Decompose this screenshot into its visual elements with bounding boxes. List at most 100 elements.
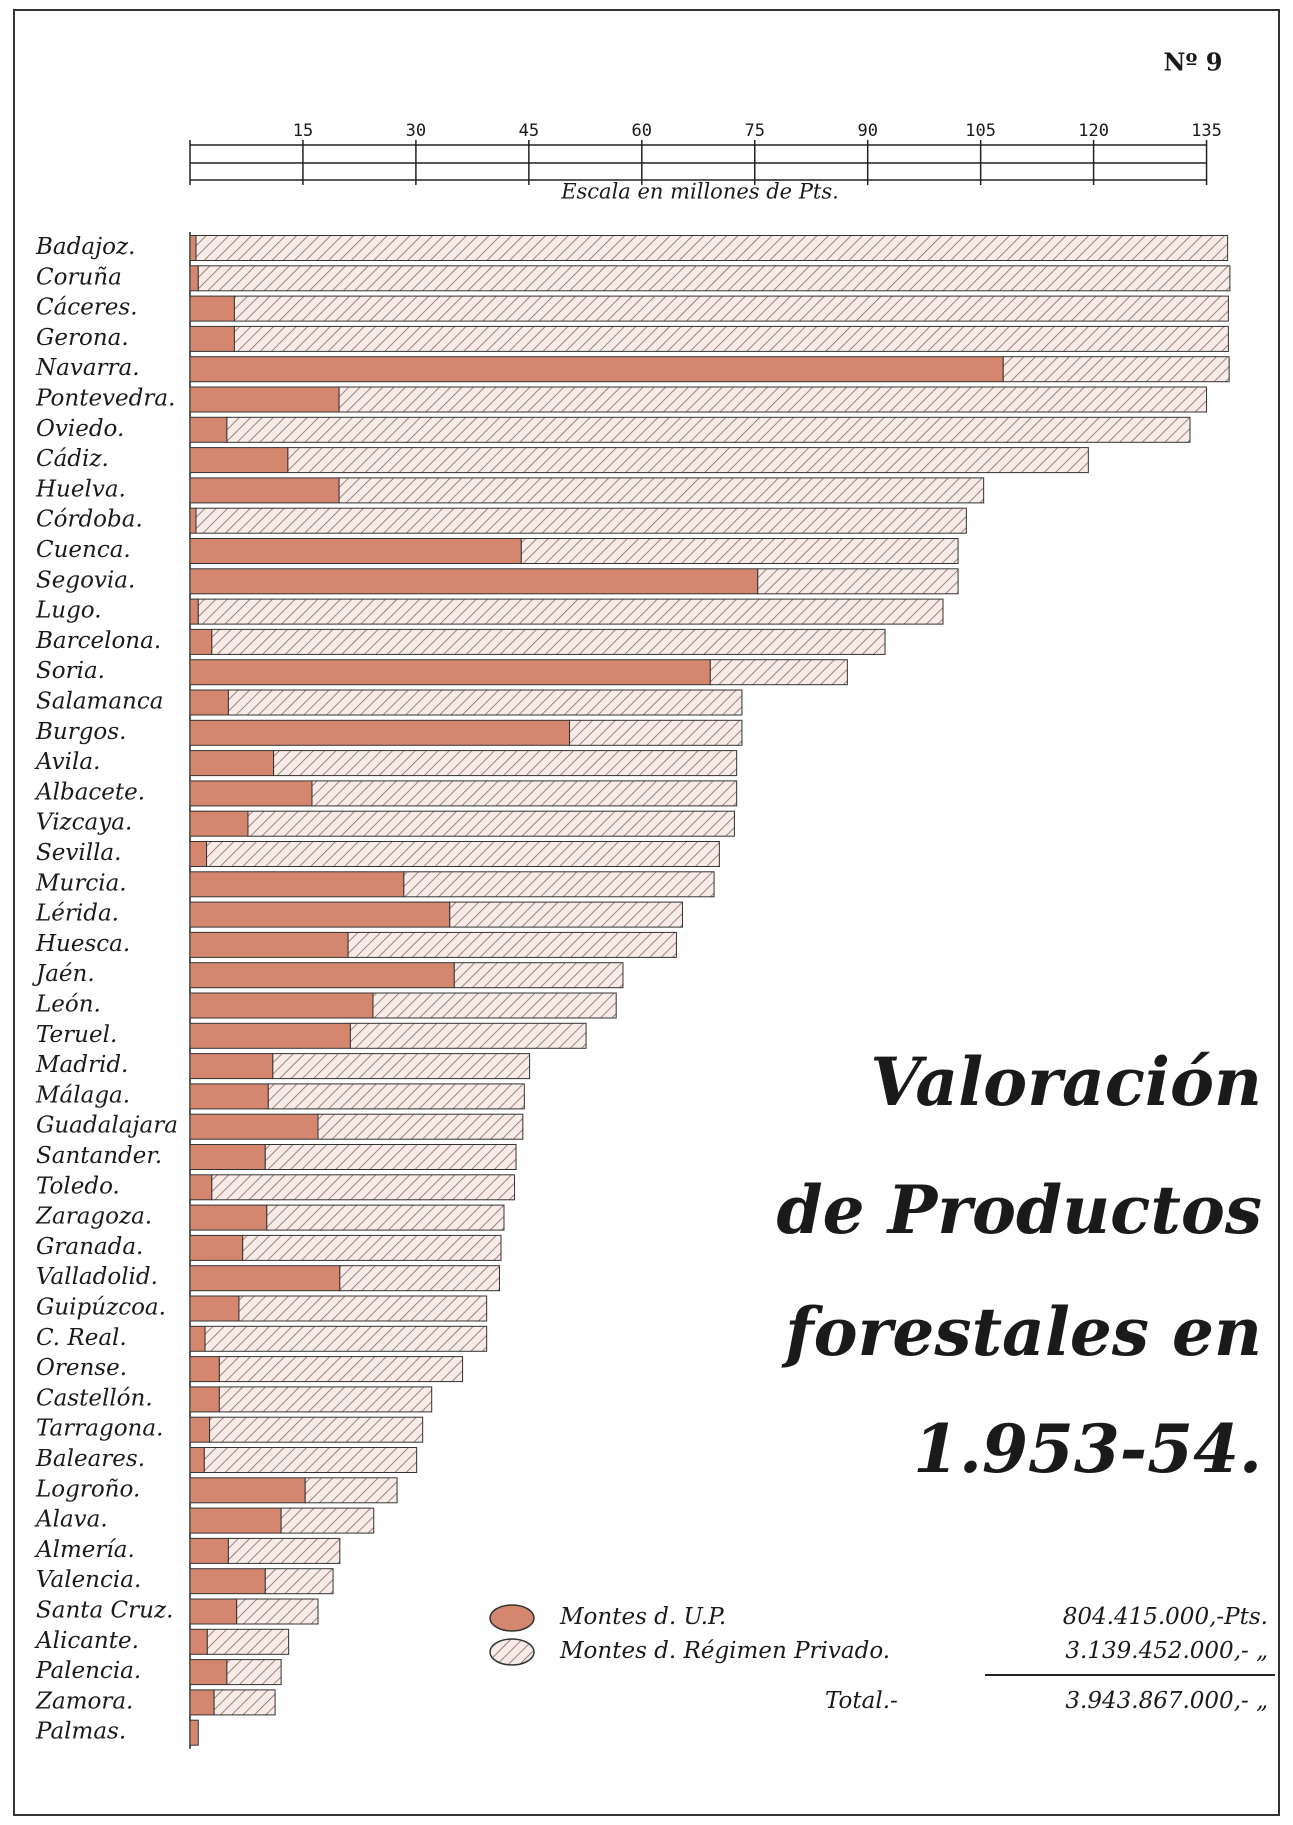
bar-segment — [311, 780, 738, 807]
category-label: Cáceres. — [36, 295, 138, 321]
plate-number: Nº 9 — [1164, 48, 1223, 77]
bar-segment — [189, 1053, 274, 1080]
bar-segment — [189, 477, 340, 504]
bar-segment — [242, 1234, 502, 1261]
bar-segment — [189, 325, 235, 352]
legend-label: Montes d. U.P. — [559, 1604, 726, 1630]
category-label: Barcelona. — [35, 628, 161, 654]
bar-segment — [189, 719, 571, 746]
category-label: León. — [35, 992, 101, 1018]
bar-segment — [189, 871, 405, 898]
bar-segment — [189, 507, 197, 534]
category-label: Palencia. — [35, 1658, 141, 1684]
bar-segment — [189, 447, 289, 474]
bar-segment — [449, 901, 683, 928]
bar-segment — [569, 719, 743, 746]
category-label: Huesca. — [35, 931, 130, 957]
bar-segment — [206, 1628, 290, 1655]
category-label: Navarra. — [35, 355, 140, 381]
bar-segment — [189, 1507, 282, 1534]
category-label: Zamora. — [35, 1688, 133, 1714]
bar-segment — [266, 1204, 505, 1231]
bar-segment — [189, 901, 451, 928]
title-line: de Productos — [776, 1171, 1262, 1249]
bar-segment — [709, 659, 848, 686]
title-line: Valoración — [870, 1043, 1262, 1121]
category-label: Albacete. — [34, 779, 145, 805]
x-tick-label: 45 — [519, 121, 539, 141]
bar-segment — [189, 1144, 266, 1170]
bar-segment — [189, 568, 759, 595]
category-label: C. Real. — [36, 1325, 127, 1351]
x-tick-label: 15 — [293, 121, 313, 141]
bar-segment — [226, 416, 1191, 443]
category-label: Granada. — [36, 1234, 143, 1260]
bar-segment — [189, 1719, 199, 1746]
bar-segment — [209, 1416, 424, 1443]
bar-segment — [213, 1689, 276, 1716]
bar-segment — [204, 1325, 488, 1352]
category-label: Burgos. — [35, 719, 126, 745]
category-label: Valladolid. — [36, 1264, 158, 1290]
bar-segment — [273, 750, 738, 777]
bar-segment — [189, 1174, 213, 1201]
bar-segment — [195, 507, 967, 534]
category-label: Palmas. — [35, 1719, 126, 1745]
bar-segment — [347, 931, 677, 958]
x-tick-label: 90 — [857, 121, 877, 141]
category-label: Coruña — [36, 264, 122, 290]
bar-segment — [304, 1477, 398, 1504]
category-label: Soria. — [36, 658, 105, 684]
bar-segment — [189, 1083, 269, 1110]
bar-segment — [338, 386, 1208, 413]
bar-segment — [189, 1568, 266, 1595]
category-label: Lugo. — [35, 598, 102, 624]
category-label: Sevilla. — [36, 840, 121, 866]
category-label: Jaén. — [32, 961, 95, 987]
bar-segment — [264, 1144, 517, 1170]
category-label: Valencia. — [36, 1567, 141, 1593]
total-value: 3.943.867.000,- „ — [1065, 1688, 1268, 1714]
category-label: Santander. — [36, 1143, 162, 1169]
bar-segment — [195, 235, 1229, 261]
bar-segment — [189, 1265, 341, 1292]
category-label: Madrid. — [35, 1052, 128, 1078]
bar-segment — [189, 659, 711, 686]
category-label: Guipúzcoa. — [36, 1295, 166, 1321]
bar-segment — [247, 810, 735, 837]
bar-segment — [197, 598, 944, 625]
category-label: Zaragoza. — [35, 1204, 152, 1230]
bar-segment — [211, 628, 886, 655]
category-label: Toledo. — [36, 1173, 120, 1199]
x-tick-label: 135 — [1191, 121, 1222, 141]
bar-segment — [226, 1659, 282, 1686]
category-label: Oviedo. — [36, 416, 124, 442]
bar-segment — [218, 1356, 464, 1383]
bar-segment — [233, 325, 1229, 352]
bar-segment — [403, 871, 715, 898]
bar-segment — [227, 1537, 341, 1564]
category-label: Almería. — [34, 1537, 135, 1563]
category-label: Castellón. — [36, 1385, 153, 1411]
category-label: Tarragona. — [36, 1416, 163, 1442]
bar-segment — [189, 1204, 268, 1231]
legend-total: 3.139.452.000,- „ — [1065, 1638, 1268, 1664]
bar-segment — [189, 1416, 211, 1443]
bar-segment — [189, 750, 275, 777]
category-label: Cuenca. — [36, 537, 131, 563]
x-axis-label: Escala en millones de Pts. — [560, 180, 839, 204]
bar-segment — [280, 1507, 375, 1534]
bar-segment — [189, 1659, 228, 1686]
bar-segment — [189, 356, 1004, 383]
bar-segment — [197, 265, 1231, 292]
category-label: Vizcaya. — [36, 810, 132, 836]
bar-segment — [264, 1568, 334, 1595]
category-label: Santa Cruz. — [36, 1598, 173, 1624]
category-label: Salamanca — [36, 689, 163, 715]
bar-segment — [189, 780, 313, 807]
category-label: Orense. — [36, 1355, 127, 1381]
category-label: Murcia. — [35, 870, 127, 896]
bar-segment — [227, 689, 743, 716]
bar-segment — [189, 1537, 229, 1564]
